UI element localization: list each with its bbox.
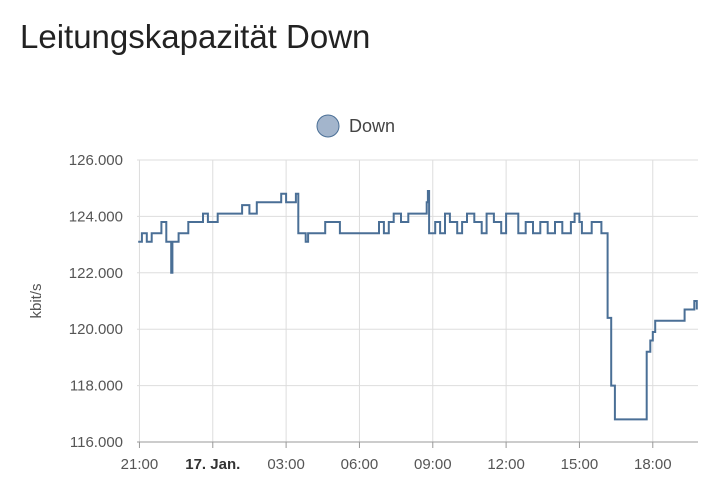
x-tick-label: 17. Jan.	[185, 456, 240, 473]
page-title: Leitungskapazität Down	[20, 18, 371, 55]
x-tick-label: 06:00	[341, 456, 379, 473]
y-tick-label: 126.000	[69, 152, 123, 169]
y-tick-label: 116.000	[70, 434, 123, 451]
y-tick-label: 118.000	[70, 378, 123, 395]
y-axis-title: kbit/s	[28, 283, 45, 318]
y-tick-label: 124.000	[69, 208, 123, 225]
y-tick-label: 122.000	[69, 265, 123, 282]
y-axis: 116.000 118.000 120.000 122.000 124.000 126.0…	[69, 152, 123, 451]
x-tick-label: 18:00	[634, 456, 672, 473]
x-tick-label: 09:00	[414, 456, 452, 473]
series-down	[138, 190, 698, 421]
x-tick-label: 12:00	[487, 456, 525, 473]
y-tick-label: 120.000	[69, 321, 123, 338]
x-tick-label: 03:00	[267, 456, 305, 473]
x-tick-label: 21:00	[121, 456, 159, 473]
x-axis: 21:00 17. Jan. 03:00 06:00 09:00 12:00 15:00 18…	[121, 441, 698, 473]
legend[interactable]: Down	[316, 114, 395, 138]
legend-label-down[interactable]: Down	[349, 116, 395, 136]
grid-lines	[137, 159, 698, 443]
series-line-down	[138, 190, 698, 421]
legend-marker-down[interactable]	[316, 114, 340, 138]
x-tick-label: 15:00	[561, 456, 599, 473]
